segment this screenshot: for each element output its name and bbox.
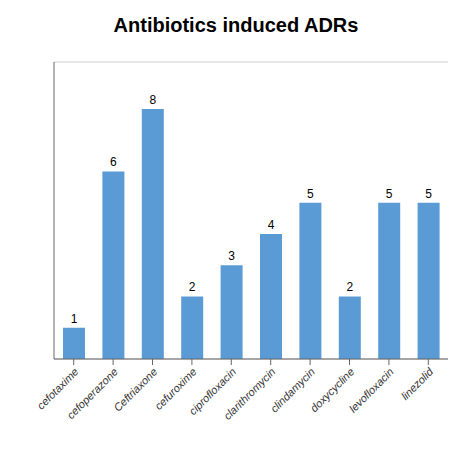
svg-text:2: 2 xyxy=(346,280,353,294)
svg-text:ciprofloxacin: ciprofloxacin xyxy=(186,365,239,418)
svg-text:cefoperazone: cefoperazone xyxy=(64,365,120,421)
svg-text:5: 5 xyxy=(307,187,314,201)
svg-text:4: 4 xyxy=(268,218,275,232)
svg-text:doxycycline: doxycycline xyxy=(307,365,357,415)
svg-text:linezolid: linezolid xyxy=(399,365,436,402)
html-text:Antibiotics induced ADRs: Antibiotics induced ADRs xyxy=(113,14,359,36)
svg-text:8: 8 xyxy=(149,93,156,107)
svg-text:clarithromycin: clarithromycin xyxy=(221,365,277,421)
svg-text:6: 6 xyxy=(110,155,117,169)
svg-text:cefuroxime: cefuroxime xyxy=(152,365,199,412)
svg-text:cefotaxime: cefotaxime xyxy=(34,365,81,412)
svg-text:1: 1 xyxy=(71,312,78,326)
svg-text:5: 5 xyxy=(425,187,432,201)
svg-text:2: 2 xyxy=(189,280,196,294)
svg-text:Ceftriaxone: Ceftriaxone xyxy=(111,365,159,413)
svg-text:5: 5 xyxy=(386,187,393,201)
svg-text:3: 3 xyxy=(228,249,235,263)
svg-text:clindamycin: clindamycin xyxy=(267,365,317,415)
svg-text:levofloxacin: levofloxacin xyxy=(347,365,396,414)
